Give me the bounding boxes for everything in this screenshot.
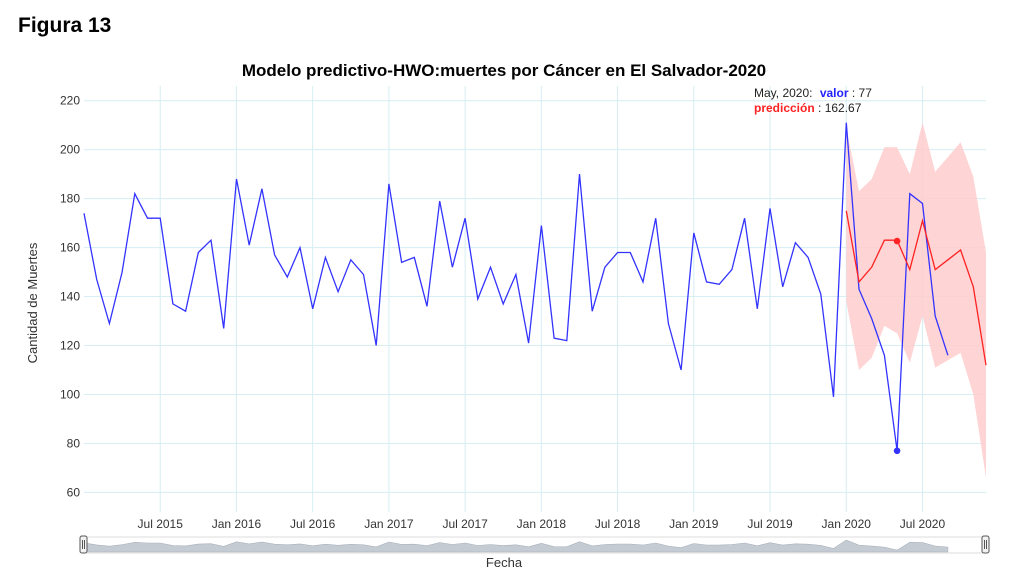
prediction-series-line: [845, 210, 987, 366]
x-tick-label: Jan 2018: [517, 517, 567, 531]
svg-text:predicción : 162.67: predicción : 162.67: [754, 101, 862, 115]
y-tick-label: 200: [60, 143, 80, 157]
range-slider[interactable]: [79, 535, 990, 554]
y-tick-label: 100: [60, 387, 80, 401]
y-axis-label: Cantidad de Muertes: [25, 242, 40, 363]
y-tick-label: 220: [60, 94, 80, 108]
y-tick-label: 160: [60, 241, 80, 255]
y-tick-label: 180: [60, 192, 80, 206]
x-tick-label: Jul 2020: [900, 517, 946, 531]
tooltip-pred-value: : 162.67: [818, 101, 862, 115]
tooltip-valor-value: : 77: [852, 86, 872, 100]
x-tick-label: Jan 2016: [212, 517, 262, 531]
actual-series-line: [83, 122, 949, 451]
highlight-prediction-point[interactable]: [893, 237, 901, 245]
range-slider-preview: [83, 539, 949, 553]
x-axis-ticks: Jul 2015 Jan 2016 Jul 2016 Jan 2017 Jul 2017…: [138, 517, 946, 531]
y-axis-ticks: 60 80 100 120 140 160 180 200 220: [60, 94, 80, 500]
range-slider-left-handle[interactable]: [79, 535, 88, 554]
y-tick-label: 80: [67, 436, 81, 450]
tooltip: May, 2020: valor : 77 predicción : 162.6…: [754, 86, 872, 115]
x-tick-label: Jul 2017: [442, 517, 488, 531]
x-tick-label: Jan 2019: [669, 517, 719, 531]
figure-label: Figura 13: [18, 14, 112, 37]
x-tick-label: Jul 2015: [138, 517, 184, 531]
x-axis-label: Fecha: [486, 555, 523, 570]
range-slider-right-handle[interactable]: [981, 535, 990, 554]
svg-text:May, 2020: valor :: May, 2020: valor : 77: [754, 86, 872, 100]
x-tick-label: Jan 2017: [364, 517, 414, 531]
tooltip-valor-label: valor: [820, 86, 849, 100]
y-tick-label: 120: [60, 339, 80, 353]
x-tick-label: Jul 2016: [290, 517, 336, 531]
prediction-band: [846, 122, 986, 478]
highlight-actual-point[interactable]: [893, 447, 901, 455]
x-tick-label: Jul 2018: [595, 517, 641, 531]
x-tick-label: Jan 2020: [822, 517, 872, 531]
y-tick-label: 140: [60, 290, 80, 304]
tooltip-pred-label: predicción: [754, 101, 815, 115]
tooltip-date: May, 2020:: [754, 86, 812, 100]
x-tick-label: Jul 2019: [747, 517, 793, 531]
chart-title: Modelo predictivo-HWO:muertes por Cáncer…: [242, 61, 766, 80]
y-tick-label: 60: [67, 485, 81, 499]
